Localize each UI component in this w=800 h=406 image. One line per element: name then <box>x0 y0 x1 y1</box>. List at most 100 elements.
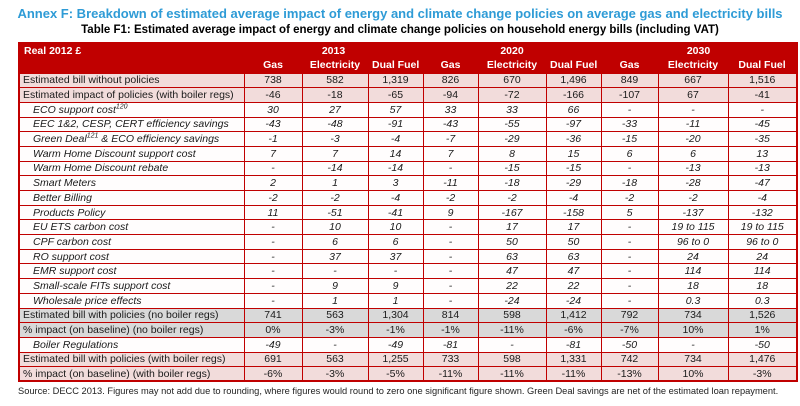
cell-value: - <box>243 278 303 294</box>
cell-value: 738 <box>243 72 303 89</box>
row-label: % impact (on baseline) (with boiler regs… <box>18 366 245 382</box>
cell-value: -43 <box>422 116 479 133</box>
table-row: % impact (on baseline) (no boiler regs) 0… <box>18 322 798 338</box>
corner-label: Real 2012 £ <box>19 43 244 58</box>
cell-value: - <box>477 336 547 353</box>
sub-header-electricity: Electricity <box>478 58 546 73</box>
cell-value: -14 <box>367 160 424 177</box>
cell-value: -41 <box>727 87 798 103</box>
row-label: Products Policy <box>18 204 245 221</box>
cell-value: 667 <box>657 72 729 89</box>
cell-value: -4 <box>367 190 424 206</box>
footnote-ref: 121 <box>86 132 99 140</box>
cell-value: 11 <box>243 204 303 221</box>
cell-value: 1 <box>301 292 369 309</box>
cell-value: 741 <box>243 307 303 324</box>
table-row: EMR support cost - - - -47 47-114 114 <box>18 263 798 280</box>
cell-value: -41 <box>367 204 424 221</box>
year-header-2013: 2013 <box>244 43 423 58</box>
cell-value: - <box>422 219 479 236</box>
cell-value: 14 <box>367 145 424 162</box>
cell-value: - <box>600 248 659 265</box>
cell-value: - <box>243 248 303 265</box>
cell-value: 0% <box>243 322 303 338</box>
cell-value: - <box>243 160 303 177</box>
table-row: Estimated bill without policies 738 582 1,3… <box>18 72 798 89</box>
cell-value: -7 <box>422 131 479 147</box>
row-label: Green Deal121 & ECO efficiency savings <box>18 131 245 147</box>
table-header: Real 2012 £2013 2020 2030 Gas Electricity Dua… <box>19 43 798 73</box>
cell-value: 563 <box>301 307 369 324</box>
cell-value: 9 <box>301 278 369 294</box>
cell-value: - <box>422 160 479 177</box>
table-row: Small-scale FITs support cost -9 9-22 22-18… <box>18 278 798 294</box>
cell-value: -11 <box>657 116 729 133</box>
cell-value: - <box>422 278 479 294</box>
cell-value: - <box>422 248 479 265</box>
cell-value: 2 <box>243 175 303 191</box>
cell-value: - <box>422 234 479 250</box>
cell-value: -51 <box>301 204 369 221</box>
cell-value: 598 <box>477 351 547 368</box>
table-row: % impact (on baseline) (with boiler regs… <box>18 366 798 382</box>
cell-value: 33 <box>422 101 479 118</box>
sub-header-dual-fuel: Dual Fuel <box>728 58 798 73</box>
cell-value: -11% <box>477 322 547 338</box>
cell-value: 1,496 <box>545 72 602 89</box>
cell-value: 19 to 115 <box>657 219 729 236</box>
cell-value: 7 <box>422 145 479 162</box>
cell-value: -2 <box>301 190 369 206</box>
sub-header-electricity: Electricity <box>302 58 368 73</box>
cell-value: 1,255 <box>367 351 424 368</box>
table-row: EU ETS carbon cost -10 10-17 17-19 to 115 19… <box>18 219 798 236</box>
cell-value: 96 to 0 <box>657 234 729 250</box>
cell-value: 13 <box>727 145 798 162</box>
cell-value: -11% <box>477 366 547 382</box>
row-label: Estimated impact of policies (with boile… <box>18 87 245 103</box>
cell-value: 6 <box>301 234 369 250</box>
cell-value: 37 <box>367 248 424 265</box>
table-row: Green Deal121 & ECO efficiency savings -1… <box>18 131 798 147</box>
cell-value: 0.3 <box>657 292 729 309</box>
cell-value: -94 <box>422 87 479 103</box>
cell-value: -3% <box>727 366 798 382</box>
cell-value: 47 <box>545 263 602 280</box>
cell-value: 6 <box>367 234 424 250</box>
sub-header-gas: Gas <box>423 58 478 73</box>
cell-value: -35 <box>727 131 798 147</box>
cell-value: 1,319 <box>367 72 424 89</box>
row-label: Warm Home Discount support cost <box>18 145 245 162</box>
cell-value: -11% <box>422 366 479 382</box>
table-row: Warm Home Discount rebate - -14 -14- -15 -15-… <box>18 160 798 177</box>
cell-value: 114 <box>657 263 729 280</box>
sub-header-gas: Gas <box>244 58 302 73</box>
cell-value: -46 <box>243 87 303 103</box>
cell-value: -4 <box>545 190 602 206</box>
sub-header-electricity: Electricity <box>658 58 728 73</box>
row-label: Estimated bill with policies (no boiler … <box>18 307 245 324</box>
row-label: Better Billing <box>18 190 245 206</box>
cell-value: 15 <box>545 145 602 162</box>
cell-value: -81 <box>545 336 602 353</box>
cell-value: -43 <box>243 116 303 133</box>
cell-value: - <box>600 160 659 177</box>
source-note: Source: DECC 2013. Figures may not add d… <box>18 386 779 397</box>
cell-value: 691 <box>243 351 303 368</box>
cell-value: -15 <box>600 131 659 147</box>
cell-value: -132 <box>727 204 798 221</box>
cell-value: -2 <box>243 190 303 206</box>
cell-value: 50 <box>477 234 547 250</box>
cell-value: -137 <box>657 204 729 221</box>
cell-value: 1,304 <box>367 307 424 324</box>
cell-value: -3 <box>301 131 369 147</box>
sub-header-dual-fuel: Dual Fuel <box>368 58 423 73</box>
year-header-2020: 2020 <box>423 43 601 58</box>
cell-value: 10% <box>657 322 729 338</box>
cell-value: 22 <box>545 278 602 294</box>
cell-value: 47 <box>477 263 547 280</box>
cell-value: 114 <box>727 263 798 280</box>
cell-value: 814 <box>422 307 479 324</box>
cell-value: - <box>243 234 303 250</box>
table-row: Estimated impact of policies (with boile… <box>18 87 798 103</box>
cell-value: -97 <box>545 116 602 133</box>
